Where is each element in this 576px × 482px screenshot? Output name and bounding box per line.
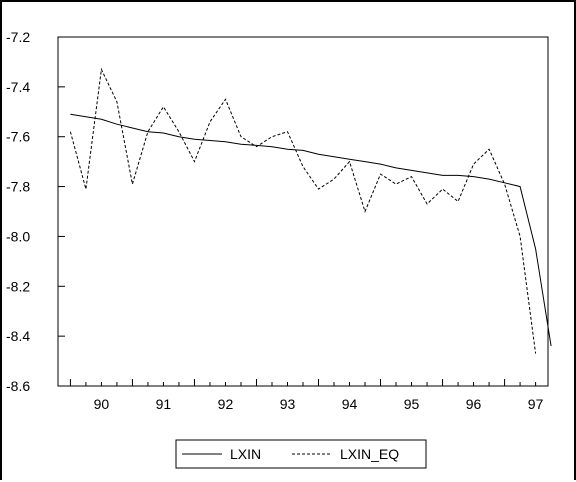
y-tick-label: -8.6 [6, 378, 30, 394]
series-layer [69, 67, 552, 354]
legend-label-lxin: LXIN [230, 446, 261, 462]
legend-label-lxin-eq: LXIN_EQ [340, 446, 399, 462]
series-line-lxin [70, 113, 552, 347]
y-tick-label: -8.0 [6, 228, 30, 244]
x-tick-label: 92 [218, 396, 234, 412]
x-tick-label: 90 [94, 396, 110, 412]
series-line-lxin-eq [69, 67, 537, 354]
x-tick-label: 91 [156, 396, 172, 412]
legend: LXIN LXIN_EQ [175, 439, 427, 469]
y-tick-label: -8.2 [6, 278, 30, 294]
x-tick-label: 95 [404, 396, 420, 412]
y-tick-label: -7.8 [6, 179, 30, 195]
x-tick-label: 93 [280, 396, 296, 412]
x-tick-label: 97 [528, 396, 544, 412]
plot-area [57, 36, 549, 387]
y-tick-label: -7.4 [6, 79, 30, 95]
y-tick-label: -7.6 [6, 129, 30, 145]
legend-box [175, 439, 427, 469]
x-axis: 90 91 92 93 94 95 96 97 [69, 379, 544, 412]
y-tick-label: -8.4 [6, 328, 30, 344]
x-tick-label: 96 [466, 396, 482, 412]
y-tick-label: -7.2 [6, 29, 30, 45]
y-axis: -7.2 -7.4 -7.6 -7.8 -8.0 -8.2 -8.4 -8.6 [6, 29, 65, 394]
x-tick-label: 94 [342, 396, 358, 412]
